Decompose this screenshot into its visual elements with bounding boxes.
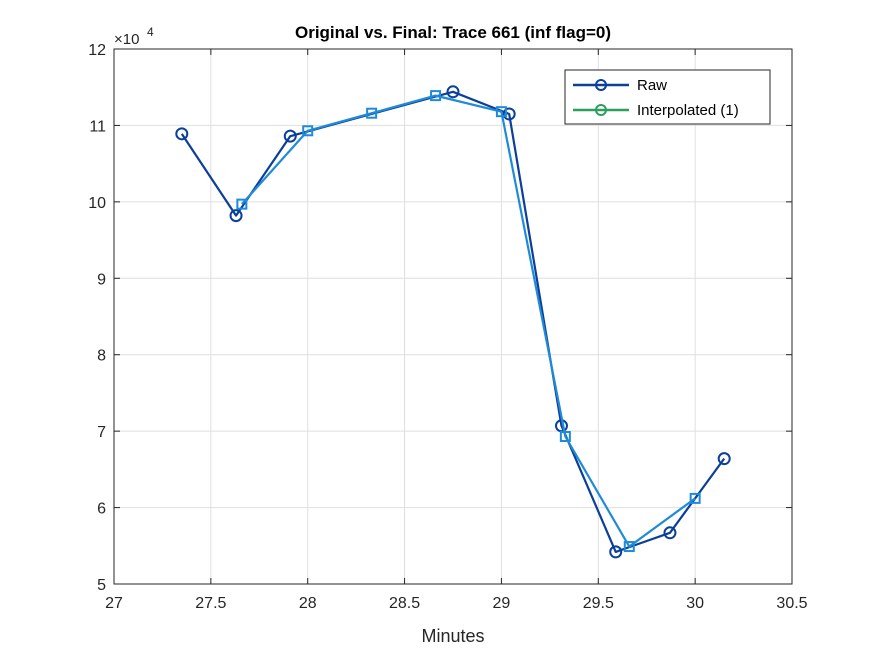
y-tick-label: 9: [97, 271, 106, 288]
data-point: [609, 545, 623, 559]
x-tick-label: 28.5: [389, 595, 420, 612]
data-point: [446, 85, 460, 99]
data-point: [366, 107, 378, 119]
y-tick-label: 11: [89, 118, 106, 135]
chart-title: Original vs. Final: Trace 661 (inf flag=…: [295, 23, 611, 42]
legend: Raw Interpolated (1): [564, 69, 771, 125]
data-point: [236, 198, 248, 210]
axis-ticks: 27 27.5 28 28.5 29 29.5 30 30.5 5 6 7 8 9 10 11 12: [88, 42, 807, 612]
x-tick-label: 30: [686, 595, 704, 612]
data-point: [175, 127, 189, 141]
x-tick-label: 27.5: [195, 595, 226, 612]
x-tick-label: 27: [105, 595, 123, 612]
legend-label-interpolated: Interpolated (1): [637, 102, 739, 119]
data-point: [502, 107, 516, 121]
series-layer: [175, 85, 731, 559]
y-axis-multiplier: ×10 4: [114, 25, 154, 48]
y-multiplier-base: ×10: [114, 31, 139, 48]
data-point: [283, 129, 297, 143]
data-point: [559, 430, 571, 442]
series-line-0: [180, 90, 726, 554]
y-tick-label: 8: [97, 348, 106, 365]
data-point: [689, 492, 701, 504]
y-tick-label: 10: [88, 195, 106, 212]
x-tick-label: 29.5: [583, 595, 614, 612]
data-point: [430, 90, 442, 102]
data-point: [717, 452, 731, 466]
x-tick-label: 30.5: [776, 595, 807, 612]
legend-marker-raw: [595, 79, 607, 91]
data-point: [229, 209, 243, 223]
x-tick-label: 28: [299, 595, 317, 612]
y-tick-label: 7: [97, 424, 106, 441]
legend-label-raw: Raw: [637, 77, 667, 94]
y-tick-label: 6: [97, 501, 106, 518]
data-point: [495, 106, 507, 118]
data-point: [302, 125, 314, 137]
y-tick-label: 12: [88, 42, 106, 59]
x-axis-label: Minutes: [421, 626, 484, 646]
y-tick-label: 5: [97, 577, 106, 594]
series-line-1: [241, 94, 696, 548]
legend-marker-interpolated: [595, 104, 607, 116]
data-point: [623, 541, 635, 553]
plot-area: [113, 48, 793, 585]
x-tick-label: 29: [493, 595, 511, 612]
grid: [113, 48, 793, 585]
data-point: [663, 526, 677, 540]
y-multiplier-exponent: 4: [147, 25, 154, 39]
